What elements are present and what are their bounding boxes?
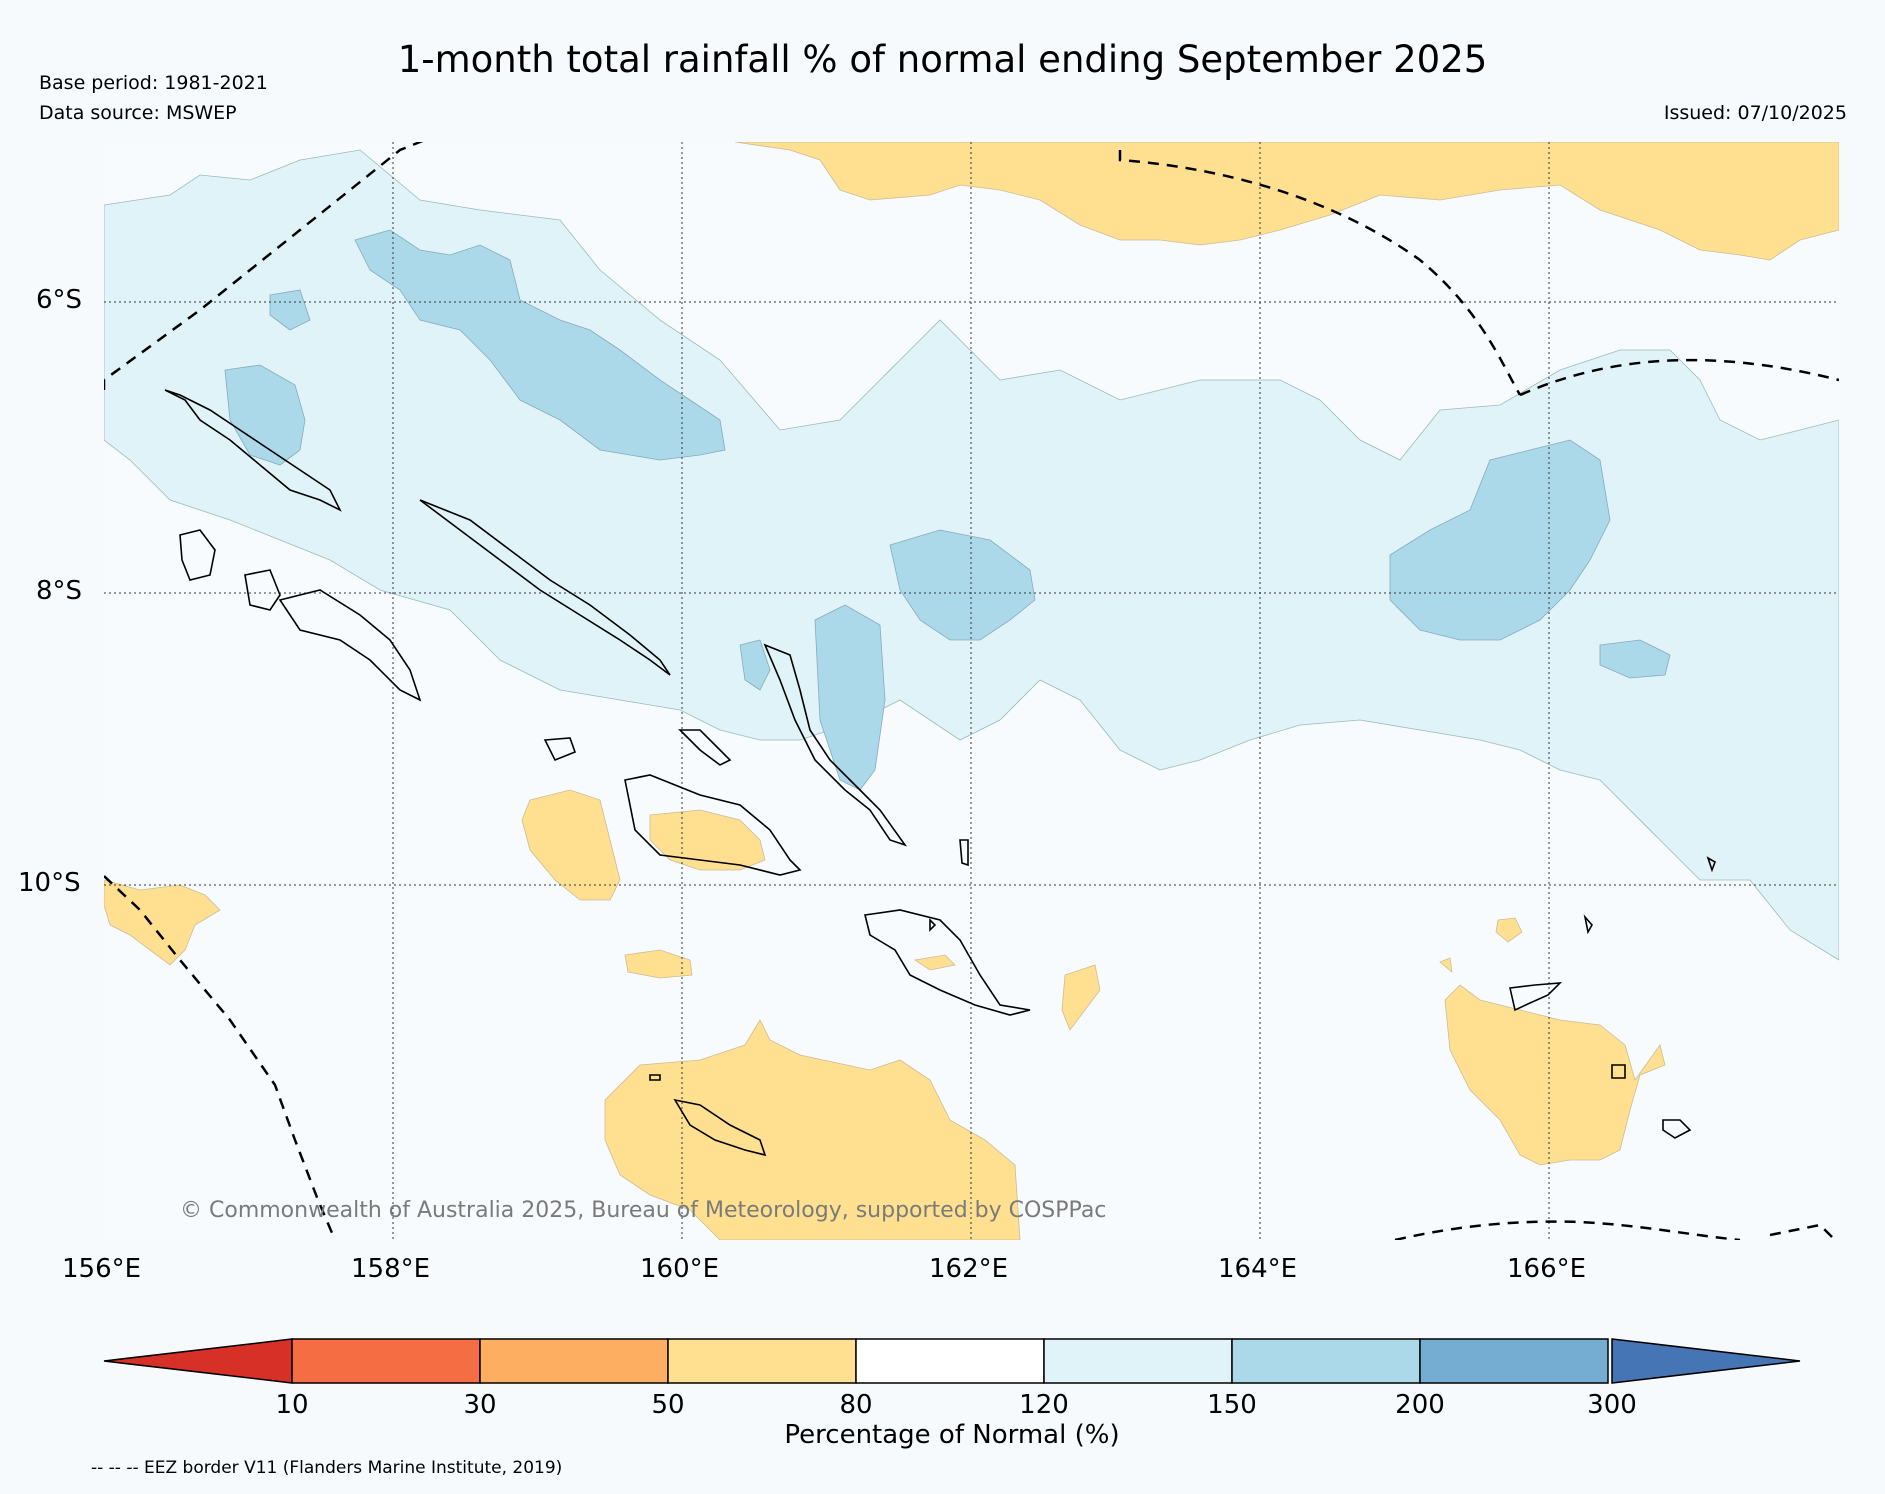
dry-region-north: [734, 142, 1839, 261]
dry-region-island-3: [624, 949, 693, 979]
copyright: © Commonwealth of Australia 2025, Bureau…: [180, 1198, 1106, 1223]
eez-legend-note: -- -- -- EEZ border V11 (Flanders Marine…: [91, 1458, 563, 1478]
eez-borders: [104, 142, 1839, 1240]
colorbar-bin-10-30: [291, 1338, 481, 1384]
colorbar-tick: 30: [463, 1390, 497, 1420]
colorbar-bin-120-150: [1043, 1338, 1233, 1384]
dry-region-island-2: [649, 809, 766, 871]
colorbar-tick: 80: [839, 1390, 873, 1420]
dry-region-small-1: [1495, 917, 1523, 943]
wet-region-mid-2: [224, 364, 306, 466]
lon-label-162e: 162°E: [929, 1254, 1009, 1284]
dry-region-south: [604, 1019, 1021, 1240]
colorbar-bin-200-300: [1419, 1338, 1609, 1384]
colorbar-bin-50-80: [667, 1338, 857, 1384]
wet-region-mid-4: [889, 529, 1036, 641]
issued-date: Issued: 07/10/2025: [1663, 102, 1847, 124]
colorbar-tick: 50: [651, 1390, 685, 1420]
dry-region-small-2: [1439, 957, 1453, 973]
colorbar-tick: 120: [1019, 1390, 1069, 1420]
colorbar-tick: 300: [1587, 1390, 1637, 1420]
lat-label-8s: 8°S: [36, 576, 83, 606]
data-source: Data source: MSWEP: [39, 102, 237, 124]
colorbar-tick: 200: [1395, 1390, 1445, 1420]
colorbar-bin-150-200: [1231, 1338, 1421, 1384]
dry-region-island-5: [1061, 964, 1101, 1031]
colorbar-bin-80-120: [855, 1338, 1045, 1384]
colorbar-label: Percentage of Normal (%): [784, 1420, 1120, 1450]
graticule: [104, 142, 1839, 1240]
lon-label-166e: 166°E: [1507, 1254, 1587, 1284]
lon-label-164e: 164°E: [1218, 1254, 1298, 1284]
colorbar-tick: 10: [275, 1390, 309, 1420]
coastlines: [164, 389, 1716, 1157]
lon-label-156e: 156°E: [62, 1254, 142, 1284]
wet-region-mid-6: [1599, 639, 1671, 679]
colorbar: [103, 1338, 1801, 1384]
wet-region-mid-1: [354, 229, 726, 461]
dry-region-island-1: [521, 789, 621, 901]
map-title: 1-month total rainfall % of normal endin…: [397, 38, 1488, 81]
dry-region-island-4: [913, 954, 956, 971]
base-period: Base period: 1981-2021: [39, 72, 268, 94]
dry-region-southeast: [1444, 984, 1666, 1166]
colorbar-bin-30-50: [479, 1338, 669, 1384]
lon-label-158e: 158°E: [351, 1254, 431, 1284]
wet-region-mid-8: [739, 639, 771, 691]
lat-label-10s: 10°S: [18, 868, 81, 898]
lat-label-6s: 6°S: [36, 285, 83, 315]
wet-region-mid-5: [1389, 439, 1611, 641]
colorbar-extend-high: [1611, 1338, 1801, 1384]
colorbar-extend-low: [103, 1338, 293, 1384]
colorbar-tick: 150: [1207, 1390, 1257, 1420]
wet-region-mid-3: [269, 289, 311, 331]
wet-region-mid-7: [814, 604, 886, 791]
lon-label-160e: 160°E: [640, 1254, 720, 1284]
